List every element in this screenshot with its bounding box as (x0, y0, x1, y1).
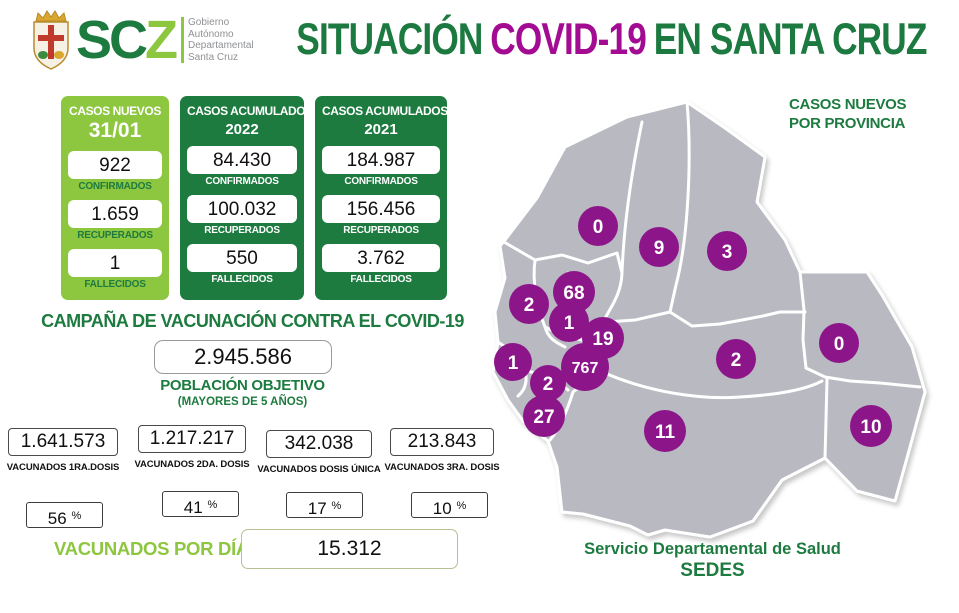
svg-text:2: 2 (543, 374, 554, 395)
province-marker: 1 (494, 343, 532, 381)
province-marker: 1 (549, 302, 589, 342)
page-title: SITUACIÓN COVID-19 EN SANTA CRUZ (296, 14, 927, 64)
card-acumulados-2021: CASOS ACUMULADOS 2021 184.987 CONFIRMADO… (315, 96, 448, 300)
dose-value: 1.217.217 (138, 425, 246, 453)
svg-text:68: 68 (563, 283, 584, 304)
dose-label: VACUNADOS DOSIS ÚNICA (257, 464, 381, 475)
province-marker: 0 (819, 323, 859, 363)
dose-percent-unica: 17 % (286, 492, 363, 518)
stat-fallecidos: 1 FALLECIDOS (68, 249, 162, 290)
per-day-label: VACUNADOS POR DÍA (54, 538, 249, 559)
province-marker: 3 (707, 231, 747, 271)
dose-1ra: 1.641.573 VACUNADOS 1RA.DOSIS (7, 428, 119, 473)
stat-recuperados: 1.659 RECUPERADOS (68, 200, 162, 241)
target-population-label: POBLACIÓN OBJETIVO (160, 377, 325, 394)
svg-text:11: 11 (655, 422, 676, 443)
stat-confirmados: 922 CONFIRMADOS (68, 151, 162, 192)
card-title: CASOS ACUMULADOS (322, 104, 448, 118)
target-population-value: 2.945.586 (154, 340, 332, 374)
stat-value: 1 (68, 249, 162, 277)
card-title: CASOS NUEVOS (69, 104, 161, 118)
svg-text:27: 27 (533, 407, 554, 428)
stat-fallecidos: 550 FALLECIDOS (187, 244, 297, 285)
stat-value: 84.430 (187, 146, 297, 174)
svg-text:2: 2 (731, 350, 742, 371)
stat-label: CONFIRMADOS (78, 181, 152, 192)
target-population-sublabel: (MAYORES DE 5 AÑOS) (177, 396, 308, 408)
stat-confirmados: 184.987 CONFIRMADOS (322, 146, 440, 187)
dose-value: 1.641.573 (8, 428, 118, 456)
svg-text:1: 1 (508, 353, 519, 374)
svg-text:19: 19 (592, 329, 613, 350)
stat-value: 3.762 (322, 244, 440, 272)
stat-recuperados: 100.032 RECUPERADOS (187, 195, 297, 236)
card-title: CASOS ACUMULADOS (187, 104, 313, 118)
sedes-footer: Servicio Departamental de Salud SEDES (584, 540, 841, 581)
province-marker: 2 (509, 284, 549, 324)
svg-text:1: 1 (564, 313, 575, 334)
province-case-markers: 0 9 3 2 68 1 19 1 767 2 27 2 0 11 10 (494, 206, 892, 452)
logo-caption: Gobierno Autónomo Departamental Santa Cr… (181, 17, 254, 63)
santa-cruz-province-map: 0 9 3 2 68 1 19 1 767 2 27 2 0 11 10 (491, 100, 927, 539)
dose-label: VACUNADOS 3RA. DOSIS (384, 462, 500, 473)
province-marker: 2 (716, 339, 756, 379)
svg-text:767: 767 (572, 360, 599, 377)
gobierno-logo: SCZ Gobierno Autónomo Departamental Sant… (28, 8, 254, 72)
svg-text:3: 3 (722, 242, 733, 263)
dose-percent-1ra: 56 % (26, 502, 103, 528)
province-marker: 11 (644, 410, 686, 452)
map-title: CASOS NUEVOS POR PROVINCIA (789, 96, 907, 132)
dose-percent-3ra: 10 % (411, 492, 488, 518)
dose-label: VACUNADOS 2DA. DOSIS (134, 459, 250, 470)
stat-label: CONFIRMADOS (205, 176, 279, 187)
province-marker: 9 (639, 227, 679, 267)
stat-label: CONFIRMADOS (344, 176, 418, 187)
svg-text:10: 10 (860, 417, 881, 438)
card-year: 2022 (225, 121, 259, 138)
stat-cards: CASOS NUEVOS 31/01 922 CONFIRMADOS 1.659… (61, 96, 448, 300)
province-marker: 0 (578, 206, 618, 246)
stat-value: 922 (68, 151, 162, 179)
card-acumulados-2022: CASOS ACUMULADOS 2022 84.430 CONFIRMADOS… (180, 96, 313, 300)
stat-label: FALLECIDOS (350, 274, 412, 285)
stat-value: 1.659 (68, 200, 162, 228)
card-casos-nuevos: CASOS NUEVOS 31/01 922 CONFIRMADOS 1.659… (61, 96, 169, 300)
card-year: 2021 (364, 121, 398, 138)
dose-2da: 1.217.217 VACUNADOS 2DA. DOSIS (134, 425, 250, 470)
dose-value: 342.038 (266, 430, 372, 458)
dose-unica: 342.038 VACUNADOS DOSIS ÚNICA (257, 430, 381, 475)
dose-3ra: 213.843 VACUNADOS 3RA. DOSIS (384, 428, 500, 473)
stat-value: 184.987 (322, 146, 440, 174)
per-day-value: 15.312 (241, 529, 458, 569)
scz-wordmark: SCZ (76, 10, 178, 70)
province-marker: 10 (850, 405, 892, 447)
dose-label: VACUNADOS 1RA.DOSIS (6, 462, 120, 473)
stat-label: FALLECIDOS (84, 279, 146, 290)
stat-recuperados: 156.456 RECUPERADOS (322, 195, 440, 236)
province-marker: 2 (530, 365, 566, 401)
stat-value: 550 (187, 244, 297, 272)
svg-text:0: 0 (834, 334, 845, 355)
stat-confirmados: 84.430 CONFIRMADOS (187, 146, 297, 187)
province-marker: 767 (561, 343, 609, 391)
svg-text:0: 0 (593, 217, 604, 238)
province-marker: 68 (553, 271, 595, 313)
campaign-title: CAMPAÑA DE VACUNACIÓN CONTRA EL COVID-19 (41, 311, 464, 331)
stat-label: RECUPERADOS (343, 225, 419, 236)
dose-percent-2da: 41 % (162, 491, 239, 517)
svg-text:9: 9 (654, 238, 665, 259)
svg-text:2: 2 (524, 295, 535, 316)
stat-label: RECUPERADOS (204, 225, 280, 236)
card-date: 31/01 (88, 119, 142, 142)
stat-value: 156.456 (322, 195, 440, 223)
dose-value: 213.843 (390, 428, 494, 456)
stat-value: 100.032 (187, 195, 297, 223)
province-marker: 27 (523, 395, 565, 437)
stat-label: FALLECIDOS (211, 274, 273, 285)
stat-label: RECUPERADOS (77, 230, 153, 241)
stat-fallecidos: 3.762 FALLECIDOS (322, 244, 440, 285)
coat-of-arms-icon (33, 10, 69, 70)
